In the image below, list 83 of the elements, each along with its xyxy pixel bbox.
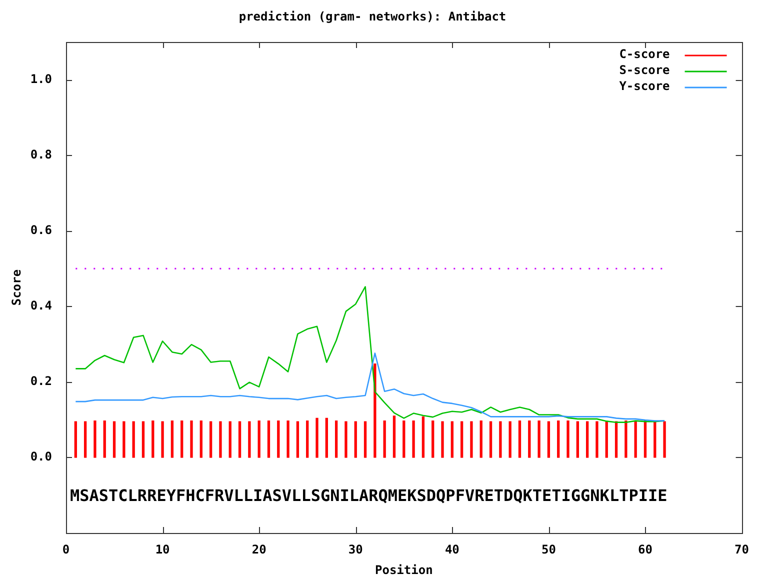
y-tick-label: 0.0 xyxy=(30,450,52,464)
bar xyxy=(200,420,202,458)
bar xyxy=(161,421,164,458)
bar xyxy=(412,420,415,458)
bar xyxy=(566,420,570,458)
bar xyxy=(84,421,87,458)
bar xyxy=(334,420,338,458)
bar xyxy=(654,421,656,458)
bar xyxy=(644,420,647,458)
bar xyxy=(470,421,473,458)
x-tick-label: 0 xyxy=(62,542,70,556)
bar xyxy=(170,420,174,458)
legend-label: S-score xyxy=(619,63,670,78)
bar xyxy=(316,418,318,458)
bar xyxy=(508,421,512,458)
x-tick-label: 10 xyxy=(155,542,170,556)
y-tick-label: 1.0 xyxy=(30,72,52,86)
y-tick-label: 0.8 xyxy=(30,147,52,162)
bar xyxy=(122,421,126,458)
bar xyxy=(489,421,492,458)
x-tick-label: 70 xyxy=(734,542,749,556)
bar xyxy=(586,421,589,458)
annotation: MSASTCLRREYFHCFRVLLIASVLLSGNILARQMEKSDQPFVRETDQKTETIGGNKLTPIIE xyxy=(70,486,668,506)
bar xyxy=(354,421,357,458)
bar xyxy=(74,421,77,458)
bar xyxy=(392,416,396,458)
y-tick-label: 0.2 xyxy=(30,374,52,388)
bar xyxy=(296,421,300,458)
bar xyxy=(228,421,232,458)
y-tick-label: 0.4 xyxy=(30,298,52,313)
bar xyxy=(518,420,522,458)
bar xyxy=(306,420,309,458)
bar xyxy=(374,363,376,458)
bar xyxy=(112,421,116,458)
bar xyxy=(238,421,242,458)
bar xyxy=(634,421,637,458)
x-tick-label: 30 xyxy=(348,542,363,556)
bar xyxy=(180,420,184,458)
bar xyxy=(219,421,222,458)
bar xyxy=(596,421,598,458)
x-tick-label: 20 xyxy=(252,542,266,556)
bar xyxy=(422,416,425,458)
bar xyxy=(152,420,154,458)
x-axis-title: Position xyxy=(374,562,433,577)
bar xyxy=(605,421,608,458)
bar xyxy=(547,421,550,458)
bar xyxy=(325,418,328,458)
bar xyxy=(528,420,531,458)
bar xyxy=(94,420,96,458)
bar xyxy=(538,420,540,458)
bar xyxy=(132,421,135,458)
legend-label: Y-score xyxy=(619,79,670,94)
bar xyxy=(383,420,386,458)
bar xyxy=(460,421,464,458)
bar xyxy=(576,421,579,458)
bar xyxy=(267,420,270,458)
bar xyxy=(663,421,666,458)
x-tick-label: 40 xyxy=(444,542,460,556)
bar xyxy=(190,420,193,458)
bar xyxy=(142,421,145,458)
bar xyxy=(402,420,406,458)
bar xyxy=(277,420,280,458)
y-tick-label: 0.6 xyxy=(30,222,52,237)
bar xyxy=(480,420,482,458)
bar xyxy=(258,420,260,458)
bar xyxy=(364,421,367,458)
x-tick-label: 50 xyxy=(541,542,556,556)
y-axis-title: Score xyxy=(9,269,24,306)
x-tick-label: 60 xyxy=(638,542,652,556)
bar xyxy=(103,420,106,458)
bar xyxy=(286,420,290,458)
bar xyxy=(557,420,560,458)
chart-title: prediction (gram- networks): Antibact xyxy=(238,9,506,24)
bar xyxy=(209,421,212,458)
bar xyxy=(441,421,444,458)
bar xyxy=(624,420,628,458)
bar xyxy=(499,421,502,458)
legend-label: C-score xyxy=(619,47,670,62)
bar xyxy=(344,421,348,458)
bar xyxy=(432,420,434,458)
bar xyxy=(614,421,618,458)
bar xyxy=(450,421,454,458)
bar xyxy=(248,421,251,458)
